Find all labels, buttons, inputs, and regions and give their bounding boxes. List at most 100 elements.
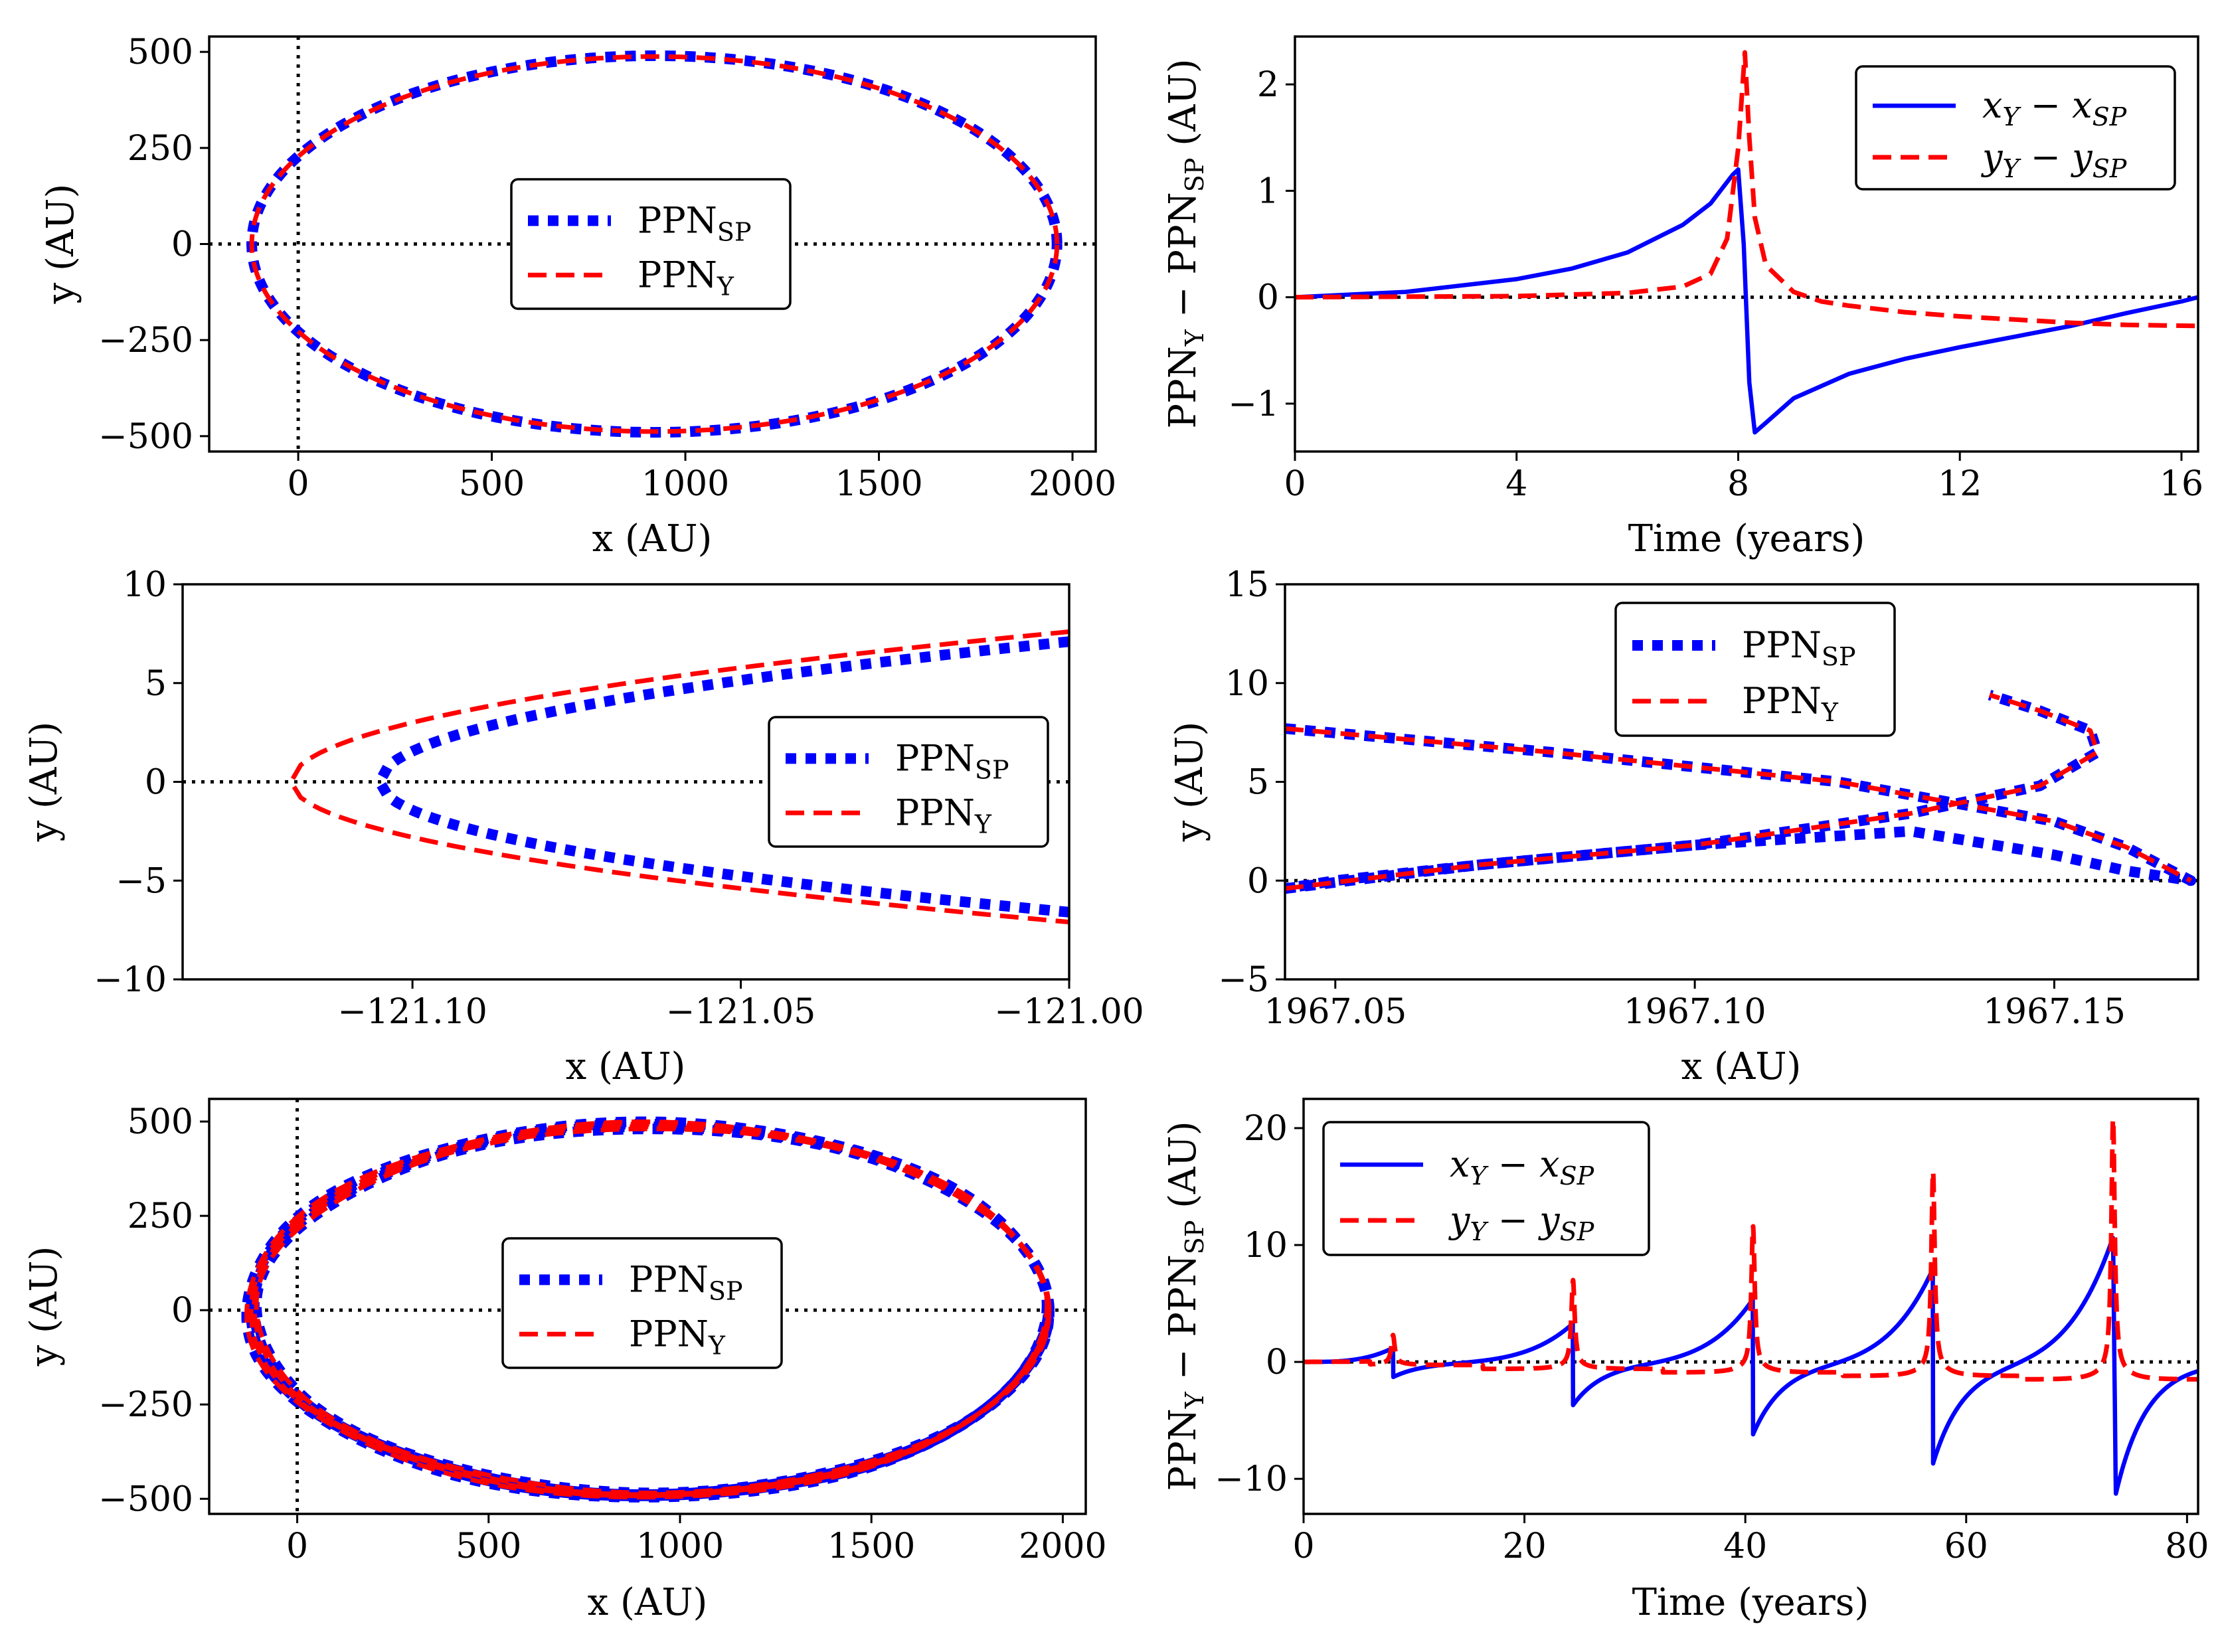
- panel-orbit-bottom: 0 500 1000 1500 2000 −500 −250 0 250 500 PPNSP PPNY…: [23, 1098, 1107, 1624]
- y-tick-label: 500: [128, 33, 193, 72]
- x-tick-label: 1500: [827, 1527, 915, 1566]
- y-tick-label: 10: [1244, 1226, 1288, 1266]
- series-ppn-y: [249, 54, 1060, 434]
- legend-label: PPNY: [1742, 680, 1839, 727]
- series-layer: [209, 37, 1096, 452]
- x-tick-label: 4: [1505, 464, 1527, 504]
- y-tick-label: −500: [98, 417, 193, 457]
- y-tick-label: 20: [1244, 1109, 1288, 1149]
- y-axis-label: PPNY − PPNSP (AU): [1161, 1121, 1209, 1491]
- legend-box: [510, 178, 792, 310]
- x-tick-label: 8: [1727, 464, 1749, 504]
- y-tick-label: 250: [128, 129, 193, 169]
- x-tick-label: 1967.10: [1624, 992, 1766, 1032]
- series-ppn-y: [288, 629, 1069, 925]
- plot-area: −121.10 −121.05 −121.00 −10 −5 0 5 10 PPNSP PPNY: [94, 565, 1144, 1032]
- y-tick-label: 500: [128, 1102, 193, 1142]
- legend: xY − xSP yY − ySP: [1322, 1121, 1650, 1256]
- y-tick-label: 0: [171, 1291, 193, 1331]
- y-tick-label: 250: [128, 1197, 193, 1236]
- legend: PPNSP PPNY: [510, 178, 792, 310]
- x-tick-label: 1000: [641, 464, 729, 504]
- y-tick-label: 0: [1266, 1343, 1288, 1382]
- y-tick-label: −5: [116, 861, 167, 901]
- x-tick-label: 16: [2160, 464, 2203, 504]
- y-tick-label: 5: [1247, 763, 1269, 803]
- x-tick-label: −121.00: [994, 992, 1144, 1032]
- y-tick-label: −10: [1215, 1459, 1288, 1499]
- y-tick-label: 0: [1247, 861, 1269, 901]
- y-tick-label: −1: [1228, 384, 1279, 424]
- x-axis-label: Time (years): [1632, 1581, 1869, 1624]
- y-tick-label: −10: [94, 960, 167, 1000]
- x-axis-label: x (AU): [588, 1581, 708, 1624]
- x-axis-label: x (AU): [1681, 1045, 1802, 1088]
- y-tick-label: 5: [145, 664, 167, 704]
- y-tick-label: −500: [98, 1479, 193, 1519]
- x-tick-label: 1967.15: [1983, 992, 2126, 1032]
- series-layer: [1295, 50, 2198, 435]
- y-tick-label: 0: [145, 763, 167, 803]
- x-tick-label: 2000: [1029, 464, 1116, 504]
- y-tick-label: 2: [1257, 65, 1279, 105]
- series-layer: [209, 1099, 1086, 1514]
- x-tick-label: 40: [1723, 1527, 1767, 1566]
- y-axis-label: PPNY − PPNSP (AU): [1161, 58, 1209, 428]
- y-axis-label: y (AU): [23, 1246, 66, 1367]
- legend-label: PPNSP: [629, 1258, 743, 1305]
- x-tick-label: −121.10: [337, 992, 487, 1032]
- x-tick-label: 1000: [636, 1527, 724, 1566]
- y-tick-label: 0: [1257, 278, 1279, 318]
- legend-label: PPNY: [638, 254, 734, 301]
- y-tick-label: −250: [98, 1385, 193, 1425]
- x-tick-label: 0: [286, 1527, 308, 1566]
- x-tick-label: 500: [456, 1527, 521, 1566]
- panel-zoom-right: 1967.05 1967.10 1967.15 −5 0 5 10 15 PPNSP PPNY x…: [1168, 565, 2199, 1088]
- series-ppn-y-rev-0: [254, 1126, 1050, 1495]
- legend-label: yY − ySP: [1981, 136, 2128, 183]
- x-axis-label: x (AU): [592, 517, 713, 560]
- legend: PPNSP PPNY: [1614, 602, 1896, 737]
- legend: xY − xSP yY − ySP: [1855, 65, 2176, 191]
- series-layer: [183, 629, 1069, 925]
- legend-label: PPNSP: [895, 737, 1009, 784]
- x-tick-label: 20: [1503, 1527, 1547, 1566]
- series-ppn-y-rev-3: [244, 1119, 1051, 1500]
- x-tick-label: 12: [1938, 464, 1982, 504]
- y-axis-label: y (AU): [39, 184, 82, 305]
- y-axis-label: y (AU): [1168, 722, 1211, 843]
- x-tick-label: 60: [1944, 1527, 1988, 1566]
- y-tick-label: 0: [171, 225, 193, 265]
- series-layer: [1285, 689, 2198, 894]
- legend-box: [768, 716, 1049, 848]
- legend-label: yY − ySP: [1448, 1199, 1595, 1246]
- plot-area: 0 500 1000 1500 2000 −500 −250 0 250 500 PPNSP PPNY: [98, 33, 1116, 504]
- y-tick-label: −250: [98, 321, 193, 361]
- legend-label: PPNY: [629, 1313, 726, 1360]
- legend-label: PPNY: [895, 791, 992, 839]
- x-tick-label: 0: [1284, 464, 1306, 504]
- panel-orbit-top: 0 500 1000 1500 2000 −500 −250 0 250 500 PPNSP PPNY…: [39, 33, 1116, 560]
- axes-frame: [208, 1098, 1087, 1515]
- series-y-diff: [1304, 1116, 2198, 1382]
- series-ppn-y-rev-2: [248, 1121, 1052, 1499]
- axes-frame: [1302, 1098, 2199, 1515]
- y-tick-label: 1: [1257, 171, 1279, 211]
- legend-label: PPNSP: [638, 199, 752, 246]
- y-tick-label: 10: [123, 565, 167, 605]
- y-tick-label: 10: [1225, 664, 1269, 704]
- legend: PPNSP PPNY: [501, 1237, 783, 1369]
- x-tick-label: −121.05: [666, 992, 816, 1032]
- series-ppn-sp: [1285, 723, 2197, 894]
- legend-box: [1614, 602, 1896, 737]
- plot-area: 0 500 1000 1500 2000 −500 −250 0 250 500 PPNSP PPNY: [98, 1098, 1107, 1566]
- legend-box: [501, 1237, 783, 1369]
- x-tick-label: 80: [2165, 1527, 2209, 1566]
- y-tick-label: 15: [1225, 565, 1269, 605]
- x-tick-label: 1967.05: [1264, 992, 1407, 1032]
